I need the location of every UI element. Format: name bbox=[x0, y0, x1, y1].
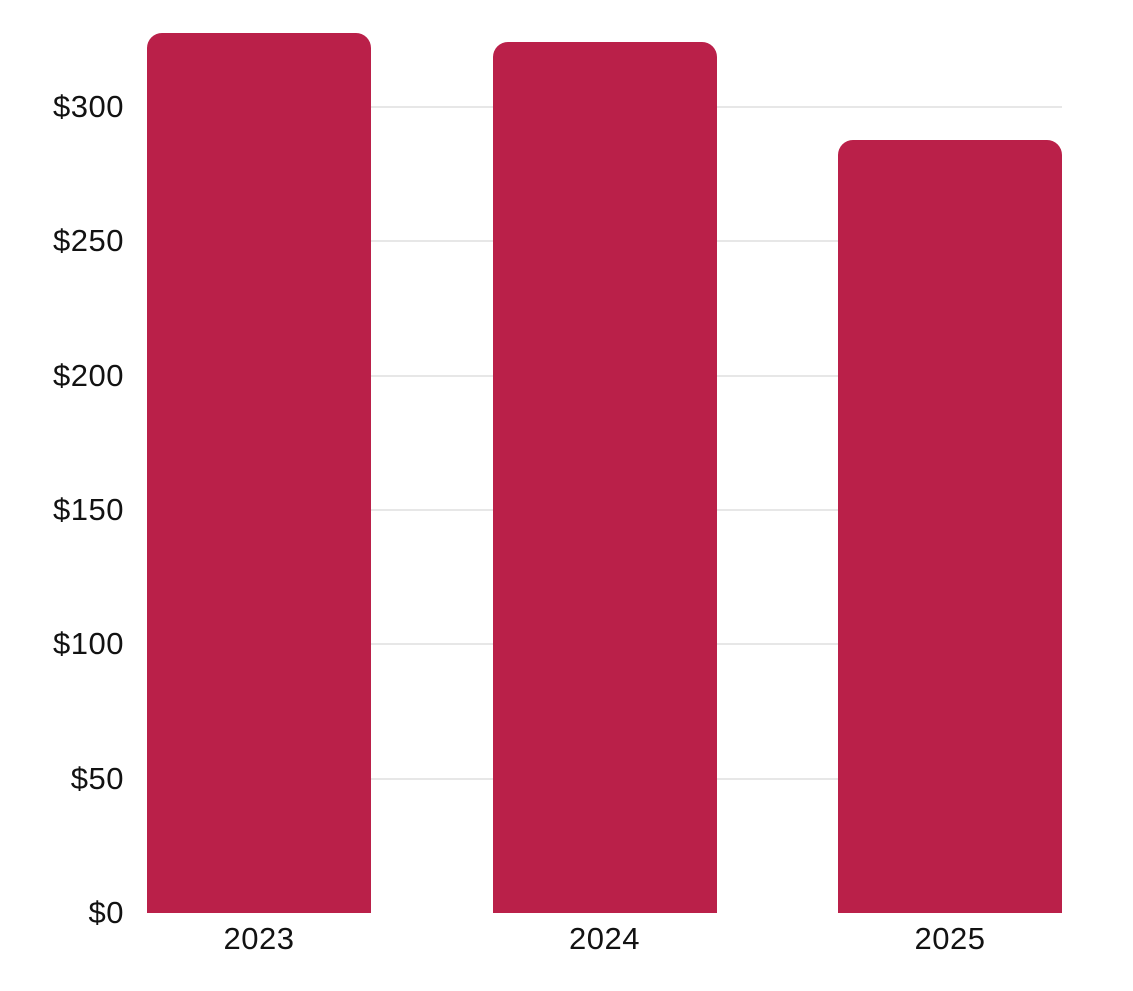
y-tick-label-50: $50 bbox=[70, 760, 124, 796]
x-axis: 2023 2024 2025 bbox=[147, 919, 1062, 965]
y-tick-label-100: $100 bbox=[53, 626, 124, 662]
y-axis: $0 $50 $100 $150 $200 $250 $300 bbox=[0, 0, 124, 991]
x-category-label-2024: 2024 bbox=[569, 921, 640, 956]
y-tick-label-0: $0 bbox=[88, 895, 124, 930]
bar-2025 bbox=[838, 140, 1062, 913]
y-tick-label-200: $200 bbox=[53, 357, 124, 393]
bar-2023 bbox=[147, 33, 371, 913]
y-tick-label-250: $250 bbox=[53, 223, 124, 259]
y-tick-label-150: $150 bbox=[53, 492, 124, 527]
x-category-label-2023: 2023 bbox=[223, 921, 295, 956]
x-category-label-2025: 2025 bbox=[914, 921, 986, 956]
plot-area bbox=[147, 0, 1062, 913]
bar-2024 bbox=[492, 41, 717, 913]
y-tick-label-300: $300 bbox=[53, 89, 124, 124]
